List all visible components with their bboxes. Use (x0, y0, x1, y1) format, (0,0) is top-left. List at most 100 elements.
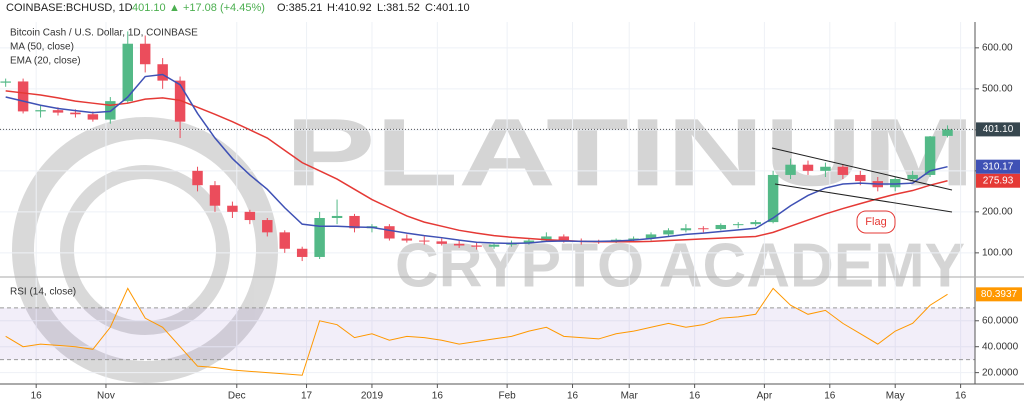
ohlc-close: C:401.10 (425, 2, 470, 14)
candle-body (139, 43, 151, 65)
candle-body (855, 174, 866, 182)
x-tick-label: 16 (31, 391, 43, 402)
y-tick-label: 600.00 (982, 42, 1013, 53)
x-tick-label: Apr (757, 391, 773, 402)
candle-body (541, 236, 552, 241)
candle-body (384, 226, 395, 239)
candle-body (122, 43, 133, 102)
x-tick-label: Nov (97, 391, 115, 402)
candle-body (628, 238, 639, 240)
legend-entry: MA (50, close) (10, 42, 74, 53)
candle-body (802, 164, 814, 171)
watermark-text: PLATINUM (285, 99, 975, 206)
annotation: Flag (865, 216, 886, 228)
candle-body (17, 81, 29, 112)
candle-body (192, 170, 203, 186)
candle-body (715, 224, 727, 230)
ohlc-low: L:381.52 (377, 2, 420, 14)
plot (0, 31, 975, 376)
watermark-logo (12, 117, 278, 383)
candle-body (750, 222, 761, 225)
x-tick-label: 16 (955, 391, 967, 402)
candle-body (820, 166, 831, 171)
change: ▲ +17.08 (+4.45%) (169, 2, 265, 14)
x-tick-label: Dec (228, 391, 246, 402)
chart-title: Bitcoin Cash / U.S. Dollar, 1D, COINBASE (10, 28, 198, 39)
candle-body (419, 240, 430, 242)
channel-line (774, 183, 953, 213)
y-tick-label: 100.00 (982, 247, 1013, 258)
candle-body (209, 185, 221, 206)
legend-entry: EMA (20, close) (10, 56, 81, 67)
rsi-band (0, 307, 975, 360)
candle-body (105, 101, 116, 120)
candle-body (907, 174, 918, 180)
x-tick-label: 16 (567, 391, 579, 402)
candle-body (889, 179, 901, 188)
y-tick-label: 40.0000 (982, 341, 1019, 352)
last-price: 401.10 (132, 2, 166, 14)
candle-body (680, 228, 692, 231)
x-tick-label: 2019 (361, 391, 384, 402)
value-label: 275.93 (983, 175, 1014, 186)
x-tick-label: 17 (301, 391, 313, 402)
candle-body (174, 80, 186, 122)
candle-body (279, 232, 290, 249)
value-label: 310.17 (983, 161, 1014, 172)
candle-body (157, 64, 168, 81)
x-tick-label: Mar (621, 391, 639, 402)
candle-body (837, 166, 849, 175)
candle-body (262, 220, 273, 233)
grid (0, 22, 975, 383)
channel-line (771, 147, 953, 191)
candle-body (698, 228, 709, 230)
y-tick-label: 20.0000 (982, 367, 1019, 378)
watermark-logo (60, 165, 230, 335)
candle-body (453, 243, 465, 246)
overlay-line (5, 90, 948, 243)
ohlc-high: H:410.92 (327, 2, 372, 14)
candle-body (488, 244, 500, 247)
candle-body (645, 234, 657, 239)
candle-body (924, 136, 936, 175)
value-badge (976, 173, 1020, 188)
candle-body (471, 245, 482, 247)
candle-body (227, 205, 238, 212)
candle-body (314, 218, 325, 257)
x-tick-label: 16 (824, 391, 836, 402)
y-tick-label: 200.00 (982, 206, 1013, 217)
candle-body (767, 174, 779, 223)
candle-body (942, 129, 953, 136)
candle-body (349, 215, 360, 229)
candle-body (663, 230, 674, 235)
candle-body (523, 240, 535, 243)
candle-body (401, 238, 413, 241)
annotation-box (856, 210, 896, 234)
candle-body (0, 81, 11, 83)
candle-body (331, 215, 343, 219)
overlay-line (5, 73, 948, 245)
candle-body (244, 211, 256, 221)
value-label: 80.3937 (981, 289, 1018, 300)
x-tick-label: 16 (689, 391, 701, 402)
value-badge (976, 287, 1022, 302)
candle-body (70, 112, 81, 115)
x-tick-label: 16 (432, 391, 444, 402)
candle-body (296, 248, 308, 257)
y-tick-label: 60.0000 (982, 315, 1019, 326)
value-badge (976, 159, 1020, 174)
price-label: 401.10 (983, 124, 1014, 135)
candle-body (87, 114, 99, 120)
chart-title: RSI (14, close) (10, 287, 76, 298)
candle-body (732, 224, 744, 226)
price-badge (976, 122, 1020, 137)
candle-body (35, 110, 46, 112)
candle-body (436, 241, 447, 244)
rsi-line (5, 287, 948, 376)
x-tick-label: Feb (499, 391, 517, 402)
ohlc-open: O:385.21 (277, 2, 322, 14)
axis-labels: 100.00200.00300.00400.00500.00600.0016No… (31, 42, 1022, 402)
x-tick-label: May (886, 391, 905, 402)
